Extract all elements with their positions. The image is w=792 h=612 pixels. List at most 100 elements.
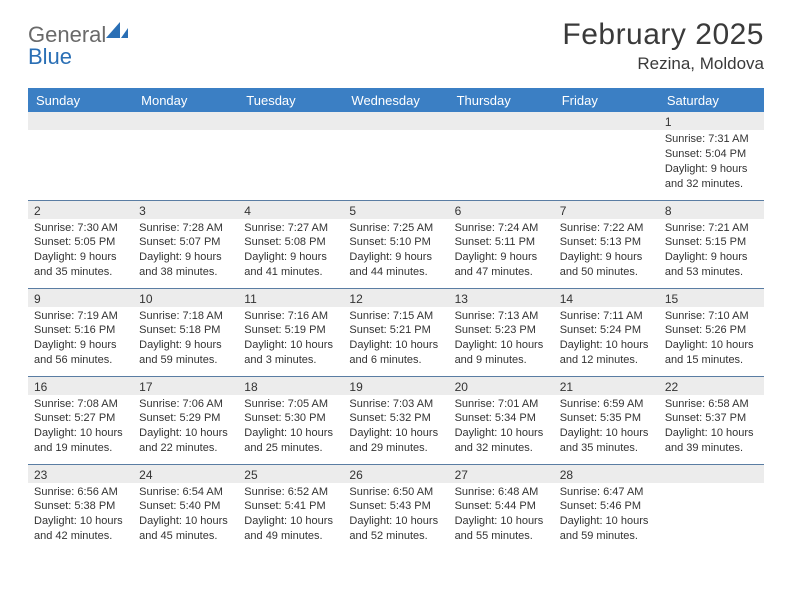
- calendar-day-cell: 27 Sunrise: 6:48 AMSunset: 5:44 PMDayligh…: [449, 464, 554, 552]
- day-header: Saturday: [659, 88, 764, 112]
- day-line: and 38 minutes.: [139, 265, 232, 280]
- calendar-day-cell: 1Sunrise: 7:31 AMSunset: 5:04 PMDaylight…: [659, 112, 764, 200]
- day-line: Sunset: 5:40 PM: [139, 499, 232, 514]
- calendar-day-cell: [28, 112, 133, 200]
- day-line: Sunset: 5:43 PM: [349, 499, 442, 514]
- day-line: Sunrise: 7:19 AM: [34, 309, 127, 324]
- day-body: Sunrise: 7:05 AMSunset: 5:30 PMDaylight:…: [238, 395, 343, 460]
- day-body: Sunrise: 7:24 AMSunset: 5:11 PMDaylight:…: [449, 219, 554, 284]
- day-number: 21: [554, 377, 659, 395]
- day-line: and 9 minutes.: [455, 353, 548, 368]
- day-line: Daylight: 10 hours: [349, 514, 442, 529]
- day-line: Daylight: 9 hours: [455, 250, 548, 265]
- day-body: Sunrise: 6:58 AMSunset: 5:37 PMDaylight:…: [659, 395, 764, 460]
- day-line: and 49 minutes.: [244, 529, 337, 544]
- day-number: 17: [133, 377, 238, 395]
- day-body: [659, 483, 764, 489]
- day-line: Sunrise: 7:10 AM: [665, 309, 758, 324]
- day-line: Daylight: 10 hours: [560, 514, 653, 529]
- day-number: 16: [28, 377, 133, 395]
- day-line: Sunrise: 6:48 AM: [455, 485, 548, 500]
- day-line: and 56 minutes.: [34, 353, 127, 368]
- day-line: Sunrise: 7:21 AM: [665, 221, 758, 236]
- day-number: 22: [659, 377, 764, 395]
- day-line: and 19 minutes.: [34, 441, 127, 456]
- day-line: Sunset: 5:08 PM: [244, 235, 337, 250]
- day-line: Daylight: 10 hours: [349, 426, 442, 441]
- day-line: Sunset: 5:27 PM: [34, 411, 127, 426]
- day-line: and 35 minutes.: [34, 265, 127, 280]
- calendar-day-cell: 13Sunrise: 7:13 AMSunset: 5:23 PMDayligh…: [449, 288, 554, 376]
- day-line: Sunset: 5:16 PM: [34, 323, 127, 338]
- day-line: Sunrise: 6:50 AM: [349, 485, 442, 500]
- calendar-day-cell: 24Sunrise: 6:54 AMSunset: 5:40 PMDayligh…: [133, 464, 238, 552]
- calendar-day-cell: 21Sunrise: 6:59 AMSunset: 5:35 PMDayligh…: [554, 376, 659, 464]
- day-line: Daylight: 10 hours: [244, 426, 337, 441]
- day-line: Sunset: 5:44 PM: [455, 499, 548, 514]
- day-line: Sunset: 5:13 PM: [560, 235, 653, 250]
- day-line: and 45 minutes.: [139, 529, 232, 544]
- day-body: Sunrise: 7:22 AMSunset: 5:13 PMDaylight:…: [554, 219, 659, 284]
- day-line: Daylight: 10 hours: [665, 338, 758, 353]
- day-number: 23: [28, 465, 133, 483]
- day-line: Sunrise: 7:24 AM: [455, 221, 548, 236]
- day-line: Sunset: 5:24 PM: [560, 323, 653, 338]
- day-number: 27: [449, 465, 554, 483]
- day-line: and 25 minutes.: [244, 441, 337, 456]
- calendar-day-cell: 2Sunrise: 7:30 AMSunset: 5:05 PMDaylight…: [28, 200, 133, 288]
- day-body: Sunrise: 7:27 AMSunset: 5:08 PMDaylight:…: [238, 219, 343, 284]
- calendar-day-cell: 22Sunrise: 6:58 AMSunset: 5:37 PMDayligh…: [659, 376, 764, 464]
- calendar-day-cell: 20Sunrise: 7:01 AMSunset: 5:34 PMDayligh…: [449, 376, 554, 464]
- day-line: Sunset: 5:41 PM: [244, 499, 337, 514]
- calendar-day-cell: [659, 464, 764, 552]
- day-body: [133, 130, 238, 136]
- month-title: February 2025: [562, 18, 764, 52]
- day-line: Sunset: 5:23 PM: [455, 323, 548, 338]
- day-line: Daylight: 9 hours: [665, 250, 758, 265]
- day-body: Sunrise: 7:11 AMSunset: 5:24 PMDaylight:…: [554, 307, 659, 372]
- day-number: [554, 112, 659, 130]
- day-line: Sunrise: 6:56 AM: [34, 485, 127, 500]
- calendar-week-row: 23Sunrise: 6:56 AMSunset: 5:38 PMDayligh…: [28, 464, 764, 552]
- day-body: Sunrise: 7:19 AMSunset: 5:16 PMDaylight:…: [28, 307, 133, 372]
- day-line: Daylight: 9 hours: [349, 250, 442, 265]
- day-line: Sunrise: 7:22 AM: [560, 221, 653, 236]
- day-line: and 6 minutes.: [349, 353, 442, 368]
- day-line: and 39 minutes.: [665, 441, 758, 456]
- day-body: Sunrise: 7:28 AMSunset: 5:07 PMDaylight:…: [133, 219, 238, 284]
- day-line: Sunrise: 7:03 AM: [349, 397, 442, 412]
- day-line: Daylight: 10 hours: [455, 514, 548, 529]
- day-number: [133, 112, 238, 130]
- day-line: Sunrise: 6:58 AM: [665, 397, 758, 412]
- day-line: and 47 minutes.: [455, 265, 548, 280]
- location-label: Rezina, Moldova: [562, 54, 764, 74]
- day-number: 24: [133, 465, 238, 483]
- calendar-day-cell: 10Sunrise: 7:18 AMSunset: 5:18 PMDayligh…: [133, 288, 238, 376]
- day-line: Sunset: 5:10 PM: [349, 235, 442, 250]
- day-line: Sunset: 5:35 PM: [560, 411, 653, 426]
- day-body: Sunrise: 7:31 AMSunset: 5:04 PMDaylight:…: [659, 130, 764, 195]
- calendar-day-cell: 3Sunrise: 7:28 AMSunset: 5:07 PMDaylight…: [133, 200, 238, 288]
- calendar-day-cell: 4Sunrise: 7:27 AMSunset: 5:08 PMDaylight…: [238, 200, 343, 288]
- day-line: Sunset: 5:11 PM: [455, 235, 548, 250]
- day-number: 7: [554, 201, 659, 219]
- day-line: Sunset: 5:26 PM: [665, 323, 758, 338]
- day-line: Daylight: 10 hours: [455, 338, 548, 353]
- day-line: and 22 minutes.: [139, 441, 232, 456]
- day-line: Sunrise: 7:28 AM: [139, 221, 232, 236]
- day-line: Sunrise: 7:05 AM: [244, 397, 337, 412]
- day-body: Sunrise: 6:56 AMSunset: 5:38 PMDaylight:…: [28, 483, 133, 548]
- day-line: Sunrise: 7:25 AM: [349, 221, 442, 236]
- day-line: Daylight: 9 hours: [34, 338, 127, 353]
- day-number: 10: [133, 289, 238, 307]
- day-body: Sunrise: 6:54 AMSunset: 5:40 PMDaylight:…: [133, 483, 238, 548]
- day-body: Sunrise: 7:03 AMSunset: 5:32 PMDaylight:…: [343, 395, 448, 460]
- day-body: Sunrise: 7:06 AMSunset: 5:29 PMDaylight:…: [133, 395, 238, 460]
- calendar-day-cell: 19Sunrise: 7:03 AMSunset: 5:32 PMDayligh…: [343, 376, 448, 464]
- day-line: Sunrise: 7:01 AM: [455, 397, 548, 412]
- day-body: Sunrise: 6:52 AMSunset: 5:41 PMDaylight:…: [238, 483, 343, 548]
- day-line: Sunset: 5:38 PM: [34, 499, 127, 514]
- logo-sail-icon: [106, 20, 128, 36]
- calendar-week-row: 16Sunrise: 7:08 AMSunset: 5:27 PMDayligh…: [28, 376, 764, 464]
- day-line: and 12 minutes.: [560, 353, 653, 368]
